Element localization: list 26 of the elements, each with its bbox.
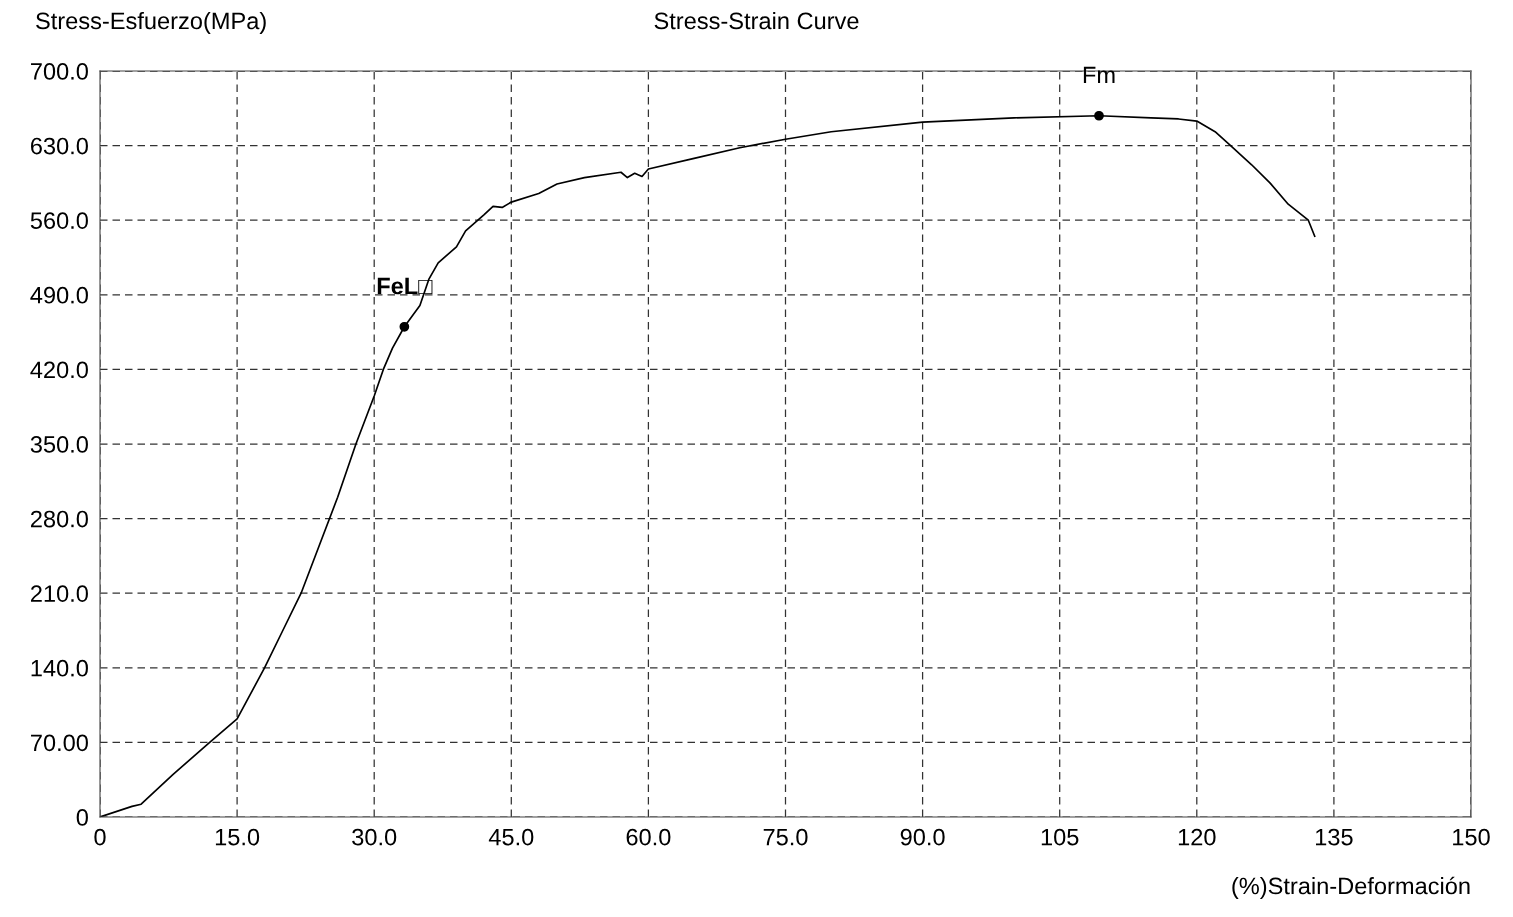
y-tick-label: 70.00 bbox=[31, 734, 88, 752]
x-tick-label: 120 bbox=[1178, 828, 1216, 846]
x-tick-label: 90.0 bbox=[900, 828, 945, 846]
y-tick-label: 490.0 bbox=[30, 286, 88, 304]
y-tick-label: 210.0 bbox=[31, 585, 88, 602]
y-axis-title: Stress-Esfuerzo(MPa) bbox=[36, 11, 266, 34]
y-tick-label: 420.0 bbox=[30, 361, 88, 379]
y-tick-label: 630.0 bbox=[31, 137, 88, 155]
x-tick-label: 30.0 bbox=[352, 828, 397, 846]
x-tick-label: 105 bbox=[1041, 828, 1079, 846]
x-tick-label: 15.0 bbox=[215, 828, 260, 846]
y-tick-label: 280.0 bbox=[31, 510, 88, 528]
x-tick-label: 75.0 bbox=[763, 828, 808, 846]
x-axis-title: (%)Strain-Deformación bbox=[1232, 876, 1470, 899]
x-tick-label: 45.0 bbox=[488, 828, 534, 846]
y-tick-label: 560.0 bbox=[30, 212, 88, 229]
y-tick-label: 700.0 bbox=[31, 63, 88, 80]
x-tick-label: 0 bbox=[94, 828, 106, 846]
annotation: Fm bbox=[1083, 66, 1115, 84]
x-tick-label: 135 bbox=[1316, 828, 1353, 846]
y-tick-label: 140.0 bbox=[31, 659, 88, 677]
chart-title: Stress-Strain Curve bbox=[654, 11, 859, 30]
x-tick-label: 150 bbox=[1453, 828, 1490, 846]
y-tick-label: 0 bbox=[76, 809, 88, 826]
y-tick-label: 350.0 bbox=[30, 436, 88, 453]
x-tick-label: 60.0 bbox=[626, 828, 671, 846]
